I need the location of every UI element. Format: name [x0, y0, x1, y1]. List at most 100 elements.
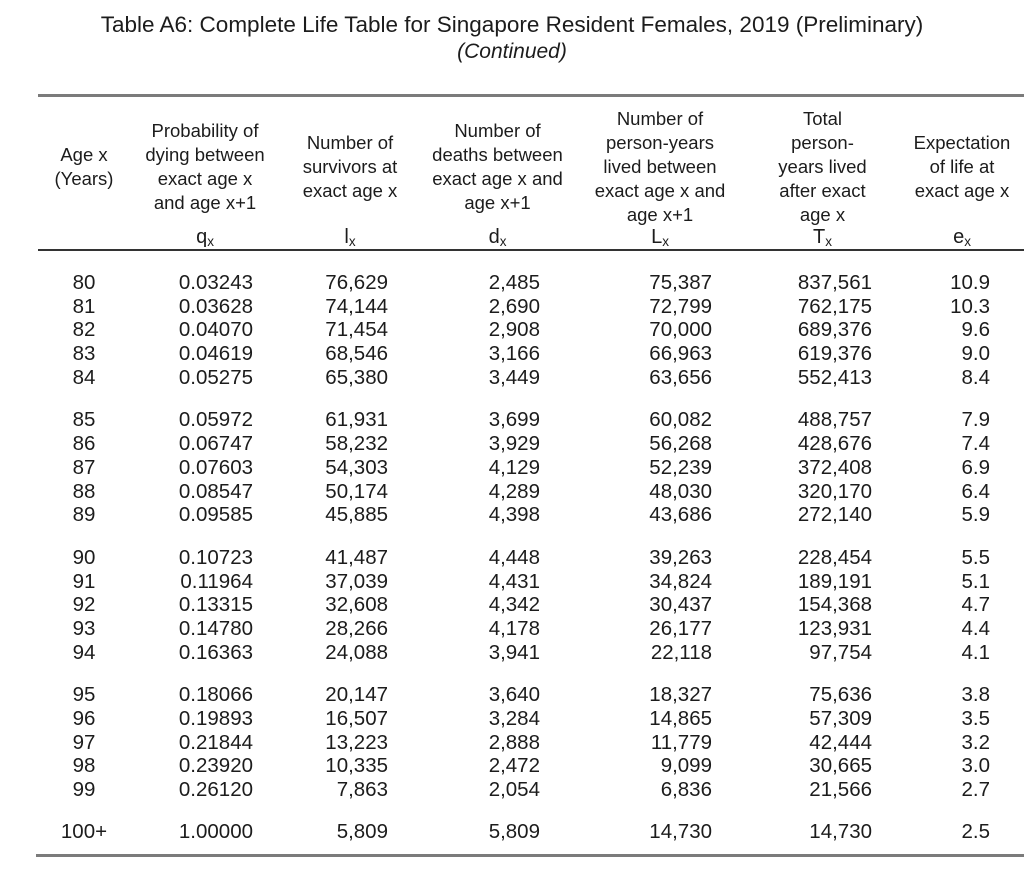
cell-Tx: 762,175	[797, 294, 872, 318]
cell-qx: 0.23920	[178, 754, 253, 778]
cell-age: 83	[72, 342, 96, 366]
row-group: 85 0.05972 61,931 3,699 60,082 488,757 7.9 86 0.…	[38, 408, 1024, 526]
cell-lx: 68,546	[325, 342, 388, 366]
cell-lx: 54,303	[325, 455, 388, 479]
cell-dx: 3,699	[488, 408, 540, 432]
table-row: 98 0.23920 10,335 2,472 9,099 30,665 3.0	[38, 754, 1024, 778]
cell-Lx: 30,437	[649, 593, 712, 617]
cell-lx: 65,380	[325, 365, 388, 389]
symbol-subscript: x	[499, 234, 507, 249]
cell-Lx: 60,082	[649, 408, 712, 432]
cell-age: 99	[72, 778, 96, 802]
cell-Tx: 552,413	[797, 365, 872, 389]
cell-age: 84	[72, 365, 96, 389]
cell-lx: 61,931	[325, 408, 388, 432]
cell-age: 100+	[60, 819, 108, 843]
cell-Tx: 372,408	[797, 455, 872, 479]
cell-Tx: 272,140	[797, 503, 872, 527]
cell-Lx: 56,268	[649, 432, 712, 456]
symbol-base: q	[196, 226, 208, 248]
table-row: 97 0.21844 13,223 2,888 11,779 42,444 3.2	[38, 731, 1024, 755]
cell-ex: 4.4	[961, 616, 991, 640]
cell-Tx: 428,676	[797, 432, 872, 456]
cell-Tx: 488,757	[797, 408, 872, 432]
row-group: 100+ 1.00000 5,809 5,809 14,730 14,730 2.5	[38, 820, 1024, 844]
cell-qx: 0.10723	[178, 545, 253, 569]
symbol-base: L	[651, 226, 663, 248]
cell-age: 87	[72, 455, 96, 479]
symbol-subscript: x	[825, 234, 832, 249]
cell-Tx: 837,561	[797, 271, 872, 294]
table-row: 88 0.08547 50,174 4,289 48,030 320,170 6.4	[38, 480, 1024, 504]
cell-lx: 20,147	[325, 683, 388, 707]
cell-dx: 3,449	[488, 365, 540, 389]
cell-lx: 58,232	[325, 432, 388, 456]
table-row: 90 0.10723 41,487 4,448 39,263 228,454 5.5	[38, 546, 1024, 570]
table-row: 92 0.13315 32,608 4,342 30,437 154,368 4.7	[38, 593, 1024, 617]
cell-Lx: 22,118	[650, 640, 712, 664]
cell-age: 94	[72, 640, 96, 664]
cell-qx: 0.06747	[178, 432, 253, 456]
cell-ex: 3.0	[961, 754, 991, 778]
cell-age: 81	[72, 294, 96, 318]
cell-qx: 0.05972	[178, 408, 253, 432]
cell-Tx: 154,368	[797, 593, 872, 617]
table-row: 99 0.26120 7,863 2,054 6,836 21,566 2.7	[38, 778, 1024, 802]
cell-dx: 2,908	[488, 318, 540, 342]
cell-Tx: 228,454	[797, 545, 872, 569]
cell-Tx: 14,730	[809, 819, 872, 843]
life-table-body: 80 0.03243 76,629 2,485 75,387 837,561 10.9 81 0…	[38, 251, 1024, 843]
table-row: 95 0.18066 20,147 3,640 18,327 75,636 3.8	[38, 683, 1024, 707]
column-header-ex: Expectation of life at exact age x	[913, 132, 1011, 201]
symbol-base: d	[488, 226, 500, 248]
cell-age: 80	[72, 271, 96, 294]
column-symbols: qx lx dx Lx Tx ex	[38, 224, 1024, 250]
cell-Lx: 14,865	[649, 707, 712, 730]
cell-ex: 10.3	[950, 294, 990, 318]
cell-lx: 74,144	[325, 294, 388, 318]
column-symbol-age	[38, 224, 130, 250]
cell-Tx: 123,931	[797, 616, 872, 640]
column-header-lx: Number of survivors at exact age x	[302, 132, 398, 201]
column-header-dx: Number of deaths between exact age x and…	[432, 120, 563, 213]
column-symbol-Lx: Lx	[575, 224, 745, 250]
cell-Lx: 48,030	[649, 479, 712, 503]
cell-age: 96	[72, 707, 96, 730]
cell-Tx: 21,566	[809, 778, 872, 802]
cell-age: 92	[72, 593, 96, 617]
cell-ex: 2.5	[961, 819, 991, 843]
table-bottom-rule	[36, 854, 1024, 857]
cell-dx: 2,472	[488, 754, 540, 778]
cell-lx: 37,039	[325, 569, 388, 593]
column-header-age: Age x (Years)	[54, 144, 114, 189]
symbol-base: e	[953, 226, 965, 248]
cell-age: 88	[72, 479, 96, 503]
cell-ex: 5.9	[961, 503, 991, 527]
cell-dx: 3,166	[488, 342, 540, 366]
cell-Lx: 6,836	[660, 778, 712, 802]
cell-age: 86	[72, 432, 96, 456]
column-symbol-ex: ex	[900, 224, 1024, 250]
cell-Tx: 320,170	[797, 479, 872, 503]
cell-Lx: 63,656	[649, 365, 712, 389]
cell-ex: 4.7	[961, 593, 991, 617]
column-headers: Age x (Years) Probability of dying betwee…	[38, 107, 1024, 225]
cell-dx: 2,054	[488, 778, 540, 802]
table-row: 85 0.05972 61,931 3,699 60,082 488,757 7.9	[38, 408, 1024, 432]
column-symbol-Tx: Tx	[745, 224, 900, 250]
symbol-base: T	[813, 226, 826, 248]
cell-lx: 5,809	[336, 819, 388, 843]
cell-ex: 5.5	[961, 545, 991, 569]
cell-Lx: 52,239	[649, 455, 712, 479]
cell-dx: 4,129	[488, 455, 540, 479]
cell-dx: 3,640	[488, 683, 540, 707]
cell-Lx: 39,263	[649, 545, 712, 569]
table-row: 86 0.06747 58,232 3,929 56,268 428,676 7.4	[38, 432, 1024, 456]
cell-lx: 50,174	[325, 479, 388, 503]
cell-lx: 76,629	[325, 271, 388, 294]
cell-Tx: 75,636	[809, 683, 872, 707]
cell-lx: 7,863	[336, 778, 388, 802]
cell-age: 89	[72, 503, 96, 527]
cell-dx: 4,448	[488, 545, 540, 569]
cell-lx: 16,507	[325, 707, 388, 730]
